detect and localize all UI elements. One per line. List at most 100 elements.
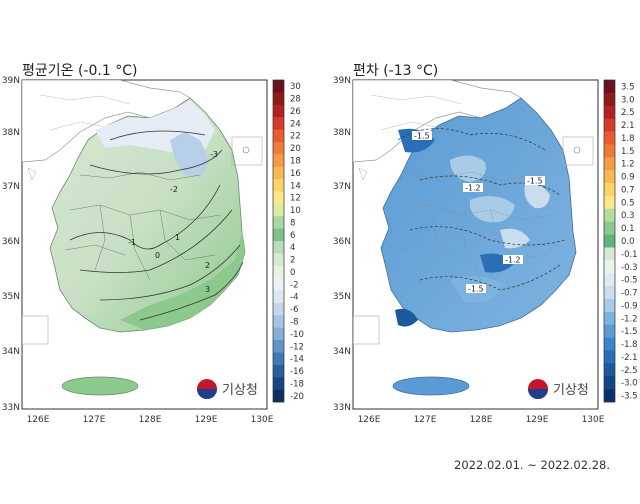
colorbar-label: -0.3	[621, 263, 638, 273]
colorbar-label: -6	[290, 305, 298, 315]
colorbar-label: 10	[290, 206, 301, 216]
jeju-island	[61, 376, 139, 396]
colorbar-label: 0.5	[621, 198, 635, 208]
colorbar-label: -1.2	[621, 314, 638, 324]
y-tick: 36N	[333, 237, 351, 247]
kma-logo: 기상청	[197, 379, 258, 399]
colorbar-swatch	[273, 340, 284, 353]
colorbar-swatch	[604, 273, 615, 287]
colorbar-label: -16	[290, 367, 304, 377]
colorbar-label: 1.8	[621, 134, 635, 144]
colorbar-swatch	[604, 80, 615, 94]
colorbar-swatch	[273, 228, 284, 242]
y-tick: 35N	[2, 292, 20, 302]
x-tick: 128E	[139, 415, 162, 425]
colorbar-swatch	[604, 105, 615, 119]
colorbar-label: -14	[290, 355, 304, 365]
y-tick: 39N	[2, 76, 20, 86]
colorbar-swatch	[273, 191, 284, 205]
colorbar-label: -12	[290, 342, 304, 352]
x-tick: 126E	[27, 415, 50, 425]
jeju-island	[392, 376, 470, 396]
colorbar-swatch	[273, 179, 284, 192]
colorbar-label: -1.5	[621, 327, 638, 337]
svg-text:-1.2: -1.2	[465, 184, 481, 193]
colorbar-swatch	[273, 377, 284, 390]
x-tick: 130E	[582, 415, 605, 425]
colorbar-swatch	[604, 183, 615, 197]
contour-label: 3	[205, 285, 210, 294]
contour-label: -3	[210, 150, 218, 159]
right-y-ticks: 39N 38N 37N 36N 35N 34N 33N	[333, 76, 351, 413]
colorbar-label: 8	[290, 218, 295, 228]
colorbar-label: 1.5	[621, 147, 635, 157]
y-tick: 39N	[333, 76, 351, 86]
colorbar-swatch	[604, 234, 615, 248]
colorbar-swatch	[273, 327, 284, 341]
colorbar-swatch	[273, 253, 284, 267]
contour-label-box: -1.5 -1.2 -1.5 -1.2 -1.5	[412, 131, 545, 294]
colorbar-swatch	[604, 337, 615, 351]
left-x-ticks: 126E 127E 128E 129E 130E	[27, 415, 274, 425]
colorbar-label: -8	[290, 318, 298, 328]
colorbar-swatch	[273, 278, 284, 291]
right-x-ticks: 126E 127E 128E 129E 130E	[358, 415, 605, 425]
colorbar-swatch	[273, 117, 284, 130]
colorbar-label: -0.7	[621, 289, 638, 299]
colorbar-label: 0	[290, 268, 295, 278]
y-tick: 37N	[2, 182, 20, 192]
colorbar-swatch	[273, 203, 284, 217]
north-korea-outline	[353, 80, 522, 163]
colorbar-label: 16	[290, 169, 301, 179]
colorbar-swatch	[273, 104, 284, 118]
colorbar-swatch	[273, 352, 284, 366]
colorbar-label: 0.3	[621, 211, 635, 221]
colorbar-label: 2.5	[621, 108, 635, 118]
colorbar-label: 3.5	[621, 82, 635, 92]
colorbar-label: -0.9	[621, 301, 638, 311]
colorbar-swatch	[604, 350, 615, 364]
contour-label: -1	[128, 238, 136, 247]
colorbar-label: 20	[290, 144, 301, 154]
colorbar-label: 1.2	[621, 160, 635, 170]
colorbar-label: 30	[290, 82, 301, 92]
colorbar-swatch	[604, 221, 615, 235]
colorbar-swatch	[604, 389, 615, 403]
colorbar-swatch	[604, 131, 615, 145]
y-tick: 34N	[333, 347, 351, 357]
colorbar-swatch	[604, 92, 615, 107]
colorbar-swatch	[273, 364, 284, 378]
y-tick: 34N	[2, 347, 20, 357]
colorbar-label: 0.7	[621, 185, 635, 195]
colorbar-swatch	[604, 195, 615, 210]
colorbar-label: -0.1	[621, 250, 638, 260]
colorbar-label: 2.1	[621, 121, 635, 131]
x-tick: 130E	[251, 415, 274, 425]
colorbar-swatch	[604, 170, 615, 184]
svg-text:-1.2: -1.2	[505, 256, 521, 265]
period-label: 2022.02.01. ~ 2022.02.28.	[454, 458, 610, 472]
colorbar-label: -0.5	[621, 276, 638, 286]
contour-label: 0	[155, 251, 160, 260]
x-tick: 126E	[358, 415, 381, 425]
colorbar-swatch	[604, 118, 615, 132]
colorbar-label: -3.5	[621, 392, 638, 402]
colorbar-swatch	[273, 92, 284, 106]
north-korea-outline	[22, 80, 191, 163]
y-tick: 37N	[333, 182, 351, 192]
colorbar-swatch	[604, 324, 615, 338]
colorbar-label: -20	[290, 392, 304, 402]
left-map: -3 -2 -1 0 1 2 3 기상청 126E 127E 128E 129E	[2, 76, 304, 425]
colorbar-label: 2	[290, 256, 295, 266]
colorbar-label: 28	[290, 95, 301, 105]
x-tick: 129E	[195, 415, 218, 425]
colorbar-swatch	[273, 154, 284, 167]
colorbar-swatch	[273, 389, 284, 403]
y-tick: 38N	[2, 128, 20, 138]
right-panel-title: 편차 (-13 °C)	[353, 63, 439, 79]
colorbar-label: 0.0	[621, 237, 635, 247]
colorbar-swatch	[273, 265, 284, 279]
colorbar-label: -2.1	[621, 353, 638, 363]
colorbar-swatch	[604, 363, 615, 377]
colorbar-label: -1.8	[621, 340, 638, 350]
